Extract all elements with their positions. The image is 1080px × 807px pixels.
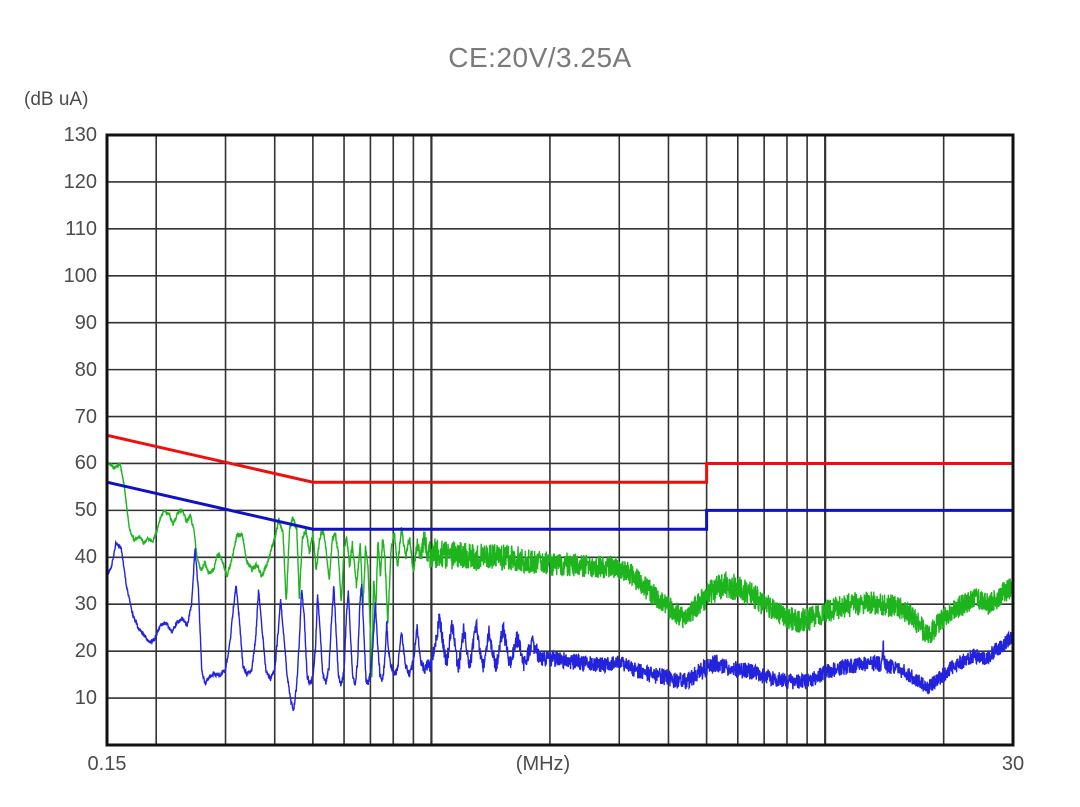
y-tick-label: 70 <box>74 405 97 428</box>
x-axis-label: (MHz) <box>515 753 571 775</box>
y-tick-label: 60 <box>74 452 97 475</box>
y-tick-label: 50 <box>74 499 97 522</box>
quasi-peak-limit-line <box>106 433 1013 484</box>
x-axis-min-label: 0.15 <box>87 753 127 775</box>
y-tick-label: 90 <box>74 311 97 334</box>
y-tick-label: 10 <box>74 687 97 710</box>
y-tick-label: 20 <box>74 640 97 663</box>
limit-lines <box>106 433 1013 531</box>
y-tick-label: 130 <box>63 124 97 146</box>
y-axis-unit-label: (dB uA) <box>24 89 89 110</box>
y-tick-label: 120 <box>63 170 97 193</box>
y-tick-label: 40 <box>74 546 97 569</box>
average-measurement-trace <box>107 539 1013 712</box>
y-tick-label: 110 <box>65 217 97 240</box>
y-tick-label: 100 <box>63 264 97 287</box>
x-axis-max-label: 30 <box>1001 753 1025 775</box>
average-limit-line <box>106 480 1013 531</box>
y-tick-label: 80 <box>74 358 97 381</box>
plot-border <box>105 133 1015 747</box>
peak-measurement-trace <box>107 461 1013 678</box>
measurement-traces <box>107 461 1013 712</box>
chart-title: CE:20V/3.25A <box>448 42 632 73</box>
y-tick-label: 30 <box>74 593 97 616</box>
